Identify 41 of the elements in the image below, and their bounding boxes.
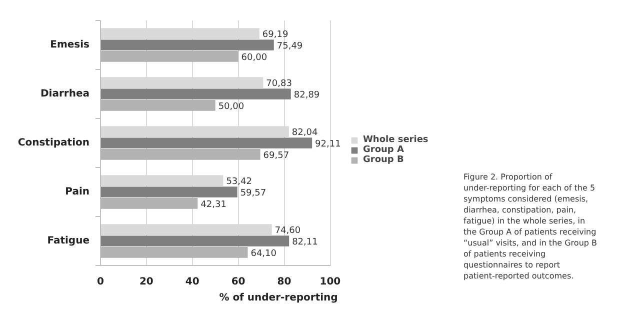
- data-label: 92,11: [315, 140, 341, 150]
- y-tick-label: Fatigue: [47, 236, 90, 246]
- data-label: 59,57: [240, 188, 266, 198]
- bar: [100, 247, 248, 258]
- data-label: 82,11: [292, 238, 318, 248]
- data-label: 82,89: [294, 90, 320, 100]
- bar: [100, 186, 238, 198]
- data-label: 75,49: [276, 42, 303, 52]
- data-label: 42,31: [200, 200, 226, 210]
- x-tick-label: 40: [185, 276, 200, 288]
- bar: [100, 88, 291, 100]
- data-label: 53,42: [226, 177, 252, 188]
- data-label: 69,57: [263, 150, 290, 161]
- bar: [100, 198, 198, 209]
- data-label: 74,60: [274, 226, 301, 236]
- data-label: 82,04: [292, 128, 318, 138]
- y-tick-label: Diarrhea: [40, 88, 90, 100]
- data-label: 60,00: [241, 52, 268, 63]
- bar: [100, 138, 312, 148]
- x-tick-label: 20: [139, 276, 154, 288]
- bar: [100, 40, 274, 50]
- x-tick-label: 0: [97, 276, 104, 288]
- x-tick-label: 100: [320, 276, 341, 288]
- x-tick-label: 80: [277, 276, 292, 288]
- bar: [100, 236, 290, 246]
- bar: [100, 51, 238, 62]
- y-tick-label: Emesis: [50, 40, 90, 50]
- bar: [100, 149, 260, 160]
- legend-label: Group A: [363, 145, 404, 155]
- x-tick-label: 60: [231, 276, 246, 288]
- data-label: 69,19: [262, 30, 288, 40]
- data-label: 64,10: [250, 248, 277, 259]
- legend-label: Group B: [363, 155, 404, 165]
- y-tick-label: Constipation: [18, 138, 90, 148]
- data-label: 50,00: [218, 102, 244, 112]
- text: Figure 2. Proportion of under-reporting for each of the 5 symptoms considered (emesis, diarrhea, constipation, pain, fatigue) in the whole series, in the Group A of patients receiving “usual” visits, and in the Group B of patients receiving questionnaires to report patient-reported outcomes.: [464, 172, 597, 280]
- data-label: 70,83: [266, 79, 292, 90]
- legend-label: Whole series: [363, 135, 428, 145]
- x-axis-title: % of under-reporting: [219, 292, 338, 304]
- bar: [100, 100, 216, 111]
- y-tick-label: Pain: [65, 186, 90, 198]
